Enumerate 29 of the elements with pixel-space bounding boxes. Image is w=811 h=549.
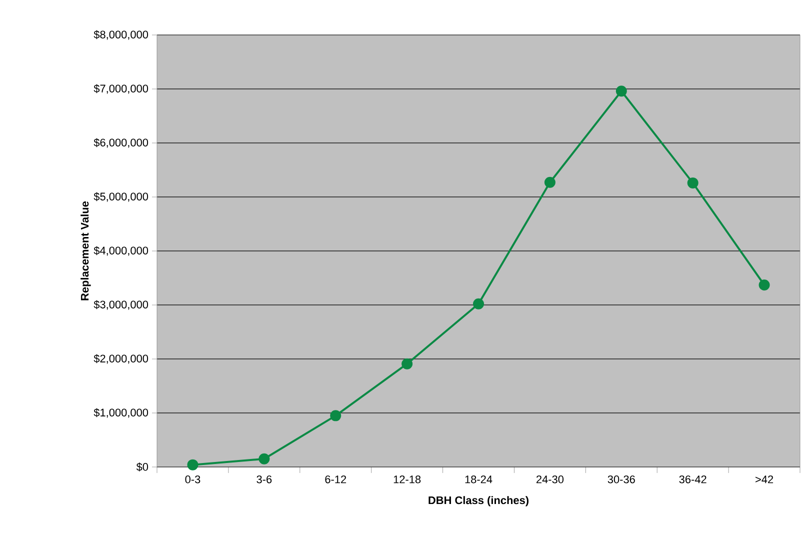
y-tick-label: $5,000,000	[94, 192, 148, 202]
x-tick-label: 24-30	[536, 476, 564, 484]
point	[473, 298, 484, 310]
y-tick-label: $3,000,000	[94, 300, 148, 310]
x-tick-label: 12-18	[394, 476, 421, 484]
y-tick-label: $8,000,000	[94, 30, 148, 40]
x-tick-label: >42	[756, 476, 774, 484]
point	[187, 459, 198, 470]
y-tick-label: $7,000,000	[94, 84, 148, 94]
x-tick-label: 30-36	[608, 476, 635, 484]
y-tick-label: $1,000,000	[94, 408, 148, 418]
point	[687, 177, 698, 188]
x-axis-title: DBH Class (inches)	[428, 496, 528, 506]
point	[330, 410, 342, 422]
y-tick-label: $6,000,000	[94, 138, 148, 148]
point	[258, 453, 270, 464]
x-tick-label: 3-6	[256, 476, 272, 484]
point	[544, 176, 556, 188]
point	[758, 280, 770, 291]
y-axis-title: Replacement Value	[80, 201, 91, 300]
x-tick-label: 6-12	[325, 476, 346, 484]
x-tick-label: 0-3	[185, 476, 200, 484]
point	[616, 86, 627, 97]
y-tick-label: $2,000,000	[94, 354, 148, 364]
point	[402, 358, 413, 370]
x-tick-label: 18-24	[465, 476, 492, 484]
y-tick-label: $4,000,000	[94, 246, 148, 256]
x-tick-label: 36-42	[679, 476, 706, 484]
y-tick-label: $0	[136, 462, 148, 472]
